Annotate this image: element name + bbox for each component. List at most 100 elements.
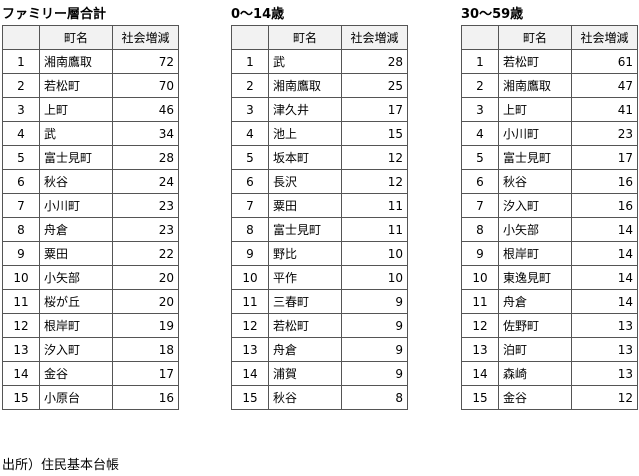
table-cell: 3 bbox=[231, 97, 269, 122]
table-cell: 小川町 bbox=[39, 193, 113, 218]
table-cell: 9 bbox=[231, 241, 269, 266]
table-cell: 秋谷 bbox=[268, 385, 342, 410]
table-cell: 47 bbox=[571, 73, 638, 98]
table-row: 12 佐野町 13 bbox=[461, 313, 638, 338]
table-cell: 14 bbox=[231, 361, 269, 386]
table-cell: 上町 bbox=[498, 97, 572, 122]
header-cell: 町名 bbox=[268, 25, 342, 50]
table-cell: 7 bbox=[2, 193, 40, 218]
table-cell: 13 bbox=[571, 313, 638, 338]
table-cell: 14 bbox=[571, 265, 638, 290]
header-cell bbox=[2, 25, 40, 50]
table-cell: 根岸町 bbox=[498, 241, 572, 266]
table-cell: 浦賀 bbox=[268, 361, 342, 386]
table-cell: 12 bbox=[231, 313, 269, 338]
table-cell: 20 bbox=[112, 289, 179, 314]
table-cell: 9 bbox=[341, 289, 408, 314]
table-cell: 34 bbox=[112, 121, 179, 146]
table-cell: 坂本町 bbox=[268, 145, 342, 170]
table-cell: 2 bbox=[2, 73, 40, 98]
table-cell: 11 bbox=[461, 289, 499, 314]
table-cell: 41 bbox=[571, 97, 638, 122]
table-cell: 湘南鷹取 bbox=[39, 49, 113, 74]
table-row: 15 秋谷 8 bbox=[231, 385, 408, 410]
table-row: 1 武 28 bbox=[231, 49, 408, 74]
table-cell: 14 bbox=[2, 361, 40, 386]
table-cell: 70 bbox=[112, 73, 179, 98]
table-row: 2 若松町 70 bbox=[2, 73, 179, 98]
table-cell: 12 bbox=[571, 385, 638, 410]
table-cell: 小矢部 bbox=[39, 265, 113, 290]
table-row: 12 若松町 9 bbox=[231, 313, 408, 338]
table-cell: 72 bbox=[112, 49, 179, 74]
table-cell: 9 bbox=[461, 241, 499, 266]
table-row: 10 小矢部 20 bbox=[2, 265, 179, 290]
source-note: 出所）住民基本台帳 bbox=[2, 458, 120, 473]
table-row: 14 森崎 13 bbox=[461, 361, 638, 386]
table-cell: 富士見町 bbox=[39, 145, 113, 170]
table-cell: 13 bbox=[2, 337, 40, 362]
table-cell: 23 bbox=[571, 121, 638, 146]
table-row: 13 汐入町 18 bbox=[2, 337, 179, 362]
table-cell: 湘南鷹取 bbox=[268, 73, 342, 98]
table-row: 12 根岸町 19 bbox=[2, 313, 179, 338]
table-row: 9 根岸町 14 bbox=[461, 241, 638, 266]
table-cell: 武 bbox=[268, 49, 342, 74]
table-cell: 4 bbox=[461, 121, 499, 146]
table-cell: 11 bbox=[341, 217, 408, 242]
ranking-table: 町名 社会増減 1 若松町 61 2 湘南鷹取 47 3 上町 41 4 小川町 23 5 富士見町 17 6 秋谷… bbox=[461, 25, 638, 410]
table-row: 7 小川町 23 bbox=[2, 193, 179, 218]
table-cell: 16 bbox=[112, 385, 179, 410]
table-cell: 12 bbox=[341, 169, 408, 194]
table-cell: 6 bbox=[461, 169, 499, 194]
table-cell: 12 bbox=[461, 313, 499, 338]
table-row: 6 秋谷 24 bbox=[2, 169, 179, 194]
table-row: 13 舟倉 9 bbox=[231, 337, 408, 362]
table-cell: 3 bbox=[2, 97, 40, 122]
table-cell: 46 bbox=[112, 97, 179, 122]
table-cell: 8 bbox=[2, 217, 40, 242]
table-row: 9 野比 10 bbox=[231, 241, 408, 266]
table-cell: 10 bbox=[341, 241, 408, 266]
table-row: 14 浦賀 9 bbox=[231, 361, 408, 386]
table-cell: 汐入町 bbox=[39, 337, 113, 362]
table-row: 14 金谷 17 bbox=[2, 361, 179, 386]
table-cell: 5 bbox=[231, 145, 269, 170]
table-cell: 3 bbox=[461, 97, 499, 122]
table-row: 9 粟田 22 bbox=[2, 241, 179, 266]
table-cell: 13 bbox=[461, 337, 499, 362]
table-title: ファミリー層合計 bbox=[2, 7, 107, 22]
table-cell: 9 bbox=[341, 337, 408, 362]
header-row: 町名 社会増減 bbox=[461, 25, 638, 50]
table-cell: 金谷 bbox=[39, 361, 113, 386]
table-cell: 富士見町 bbox=[498, 145, 572, 170]
table-cell: 6 bbox=[2, 169, 40, 194]
table-cell: 20 bbox=[112, 265, 179, 290]
table-row: 10 東逸見町 14 bbox=[461, 265, 638, 290]
table-row: 1 若松町 61 bbox=[461, 49, 638, 74]
table-cell: 森崎 bbox=[498, 361, 572, 386]
table-cell: 舟倉 bbox=[268, 337, 342, 362]
table-cell: 7 bbox=[461, 193, 499, 218]
header-cell: 社会増減 bbox=[112, 25, 179, 50]
table-title: 0～14歳 bbox=[231, 7, 285, 22]
table-row: 5 富士見町 17 bbox=[461, 145, 638, 170]
table-cell: 14 bbox=[461, 361, 499, 386]
table-cell: 1 bbox=[2, 49, 40, 74]
header-row: 町名 社会増減 bbox=[2, 25, 179, 50]
table-row: 3 上町 41 bbox=[461, 97, 638, 122]
table-cell: 16 bbox=[571, 169, 638, 194]
table-cell: 6 bbox=[231, 169, 269, 194]
table-row: 8 舟倉 23 bbox=[2, 217, 179, 242]
table-cell: 富士見町 bbox=[268, 217, 342, 242]
header-cell bbox=[231, 25, 269, 50]
header-row: 町名 社会増減 bbox=[231, 25, 408, 50]
table-cell: 1 bbox=[461, 49, 499, 74]
table-cell: 若松町 bbox=[39, 73, 113, 98]
header-cell bbox=[461, 25, 499, 50]
ranking-table: 町名 社会増減 1 武 28 2 湘南鷹取 25 3 津久井 17 4 池上 15 5 坂本町 12 6 長沢 12 7… bbox=[231, 25, 408, 410]
table-cell: 23 bbox=[112, 217, 179, 242]
table-cell: 10 bbox=[231, 265, 269, 290]
table-row: 3 上町 46 bbox=[2, 97, 179, 122]
table-cell: 長沢 bbox=[268, 169, 342, 194]
